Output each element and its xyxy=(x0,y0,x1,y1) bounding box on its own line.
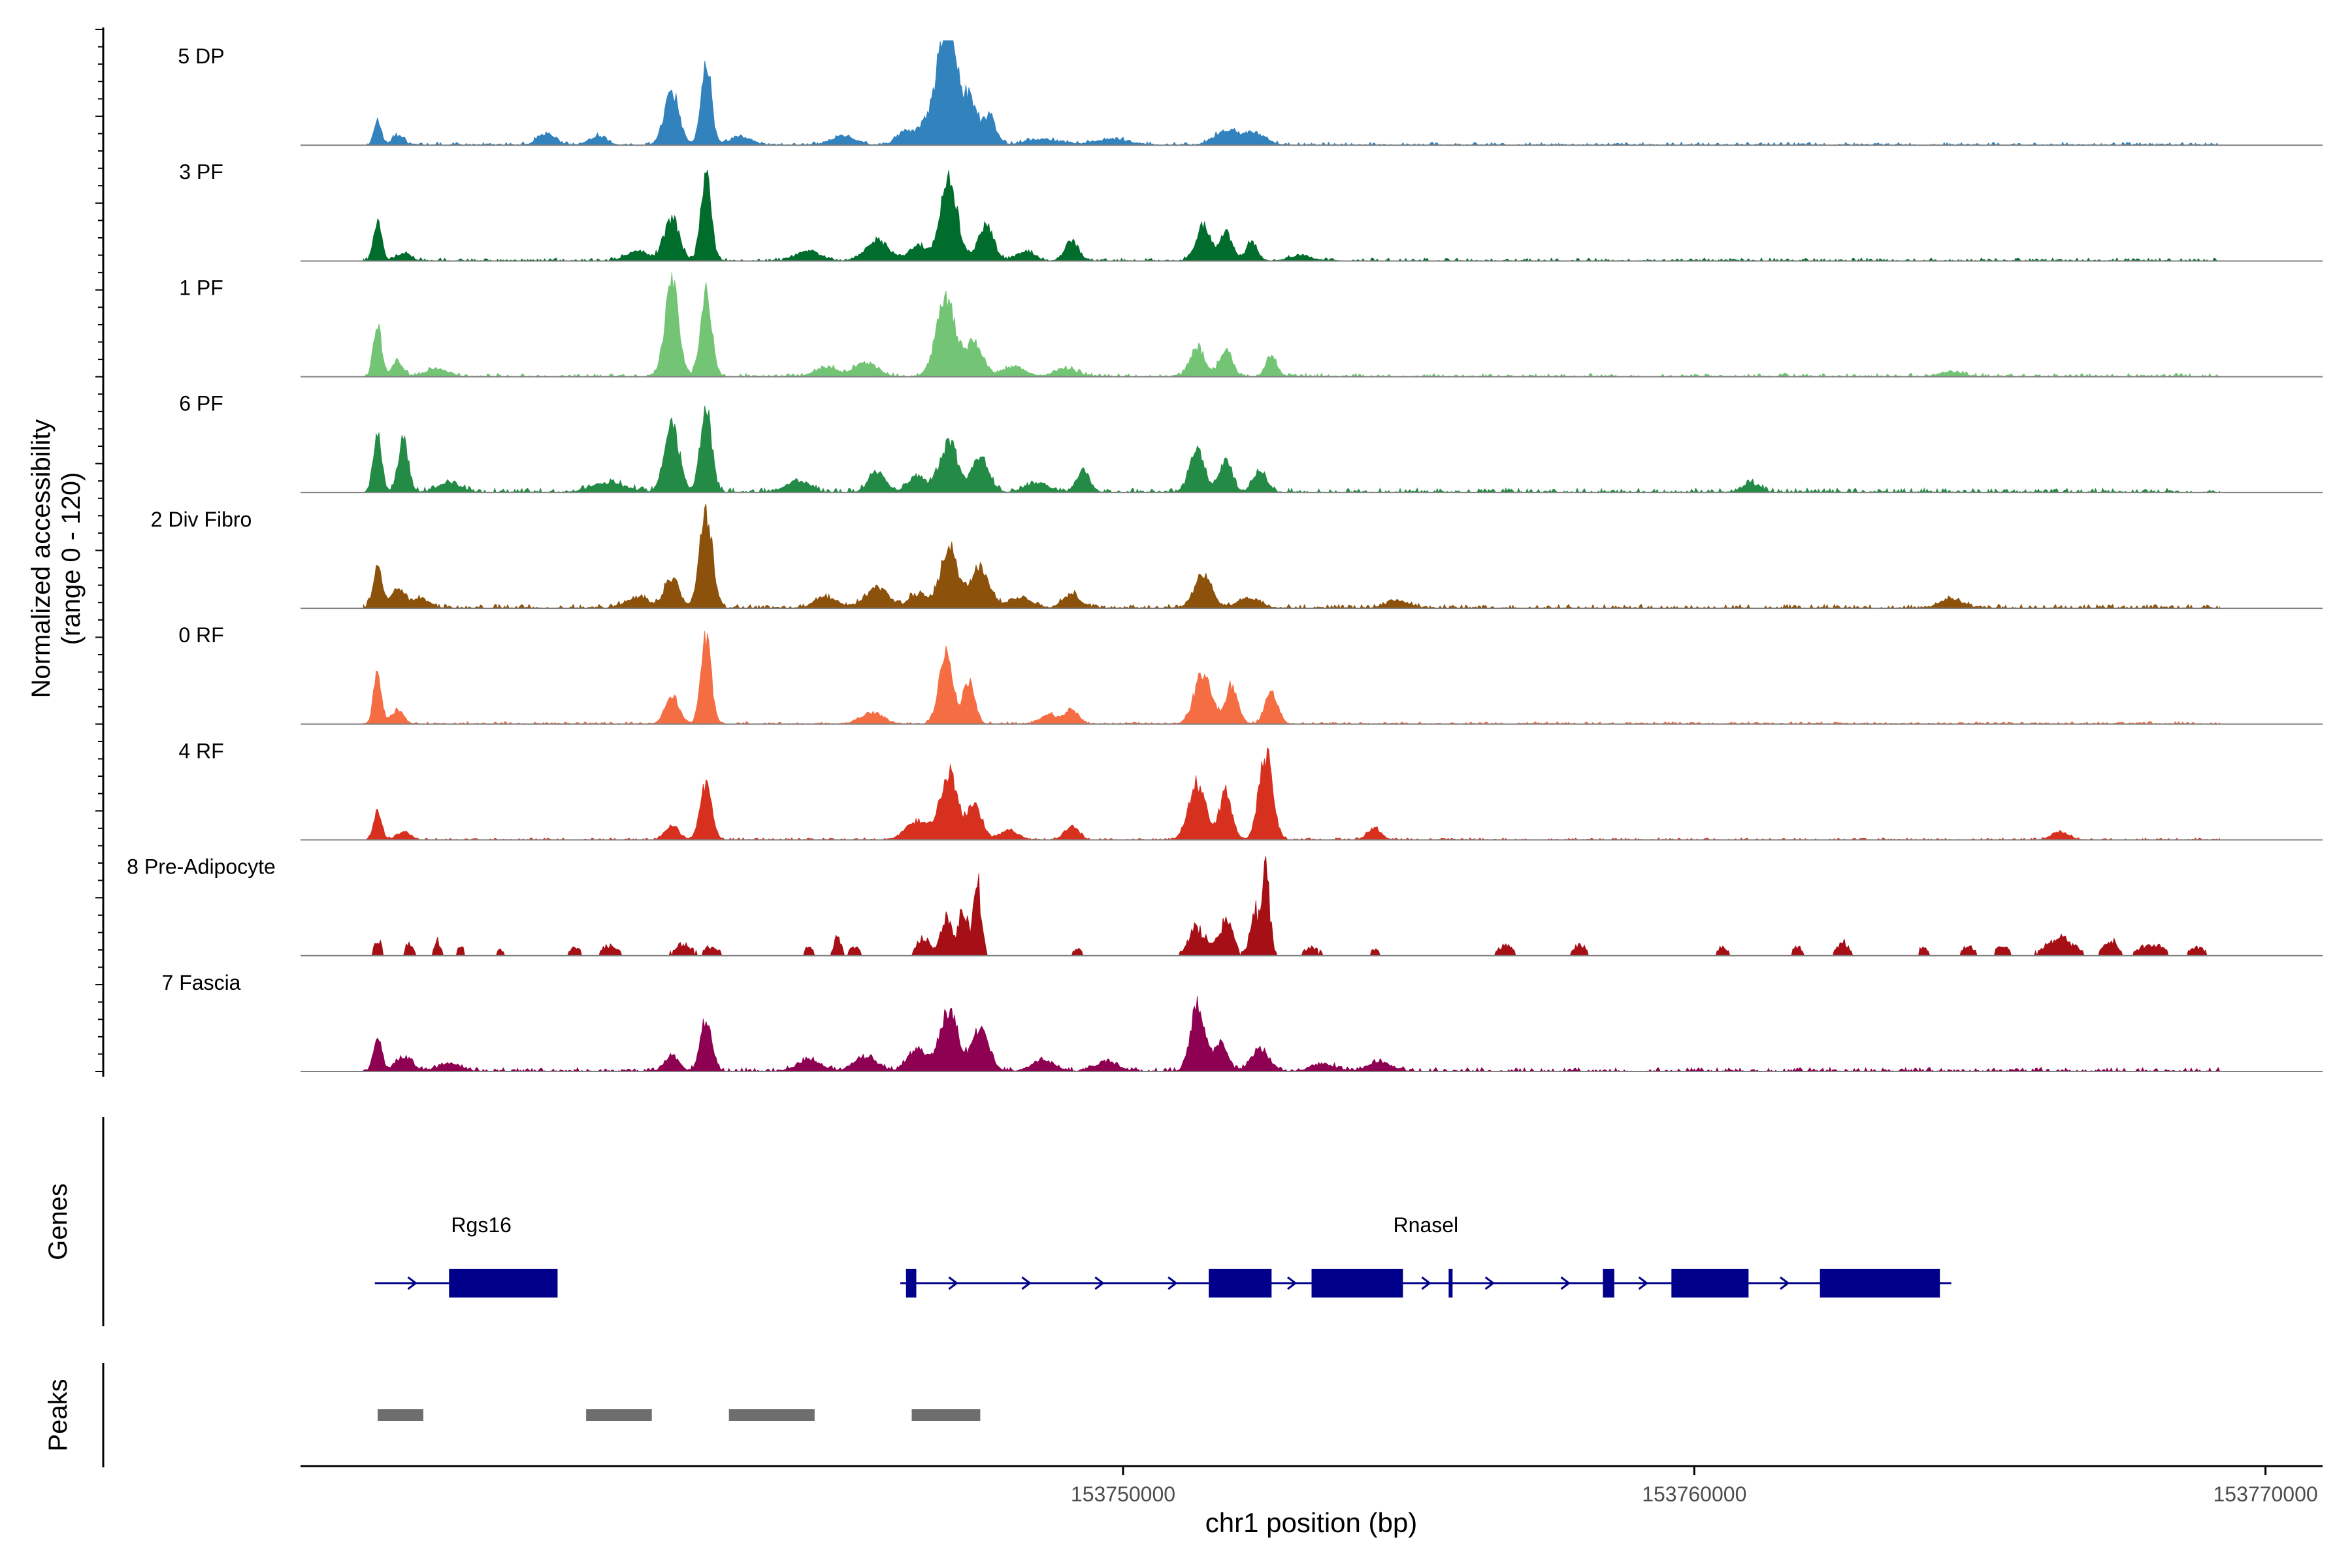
track-6-pf: 6 PF xyxy=(179,392,2323,494)
strand-arrow-icon xyxy=(1484,1276,1495,1290)
track-label: 7 Fascia xyxy=(162,971,241,994)
track-5-dp: 5 DP xyxy=(178,40,2323,146)
track-label: 3 PF xyxy=(179,160,223,184)
track-1-pf: 1 PF xyxy=(179,272,2323,378)
gene-exon xyxy=(1311,1269,1403,1298)
gene-exon xyxy=(1603,1269,1614,1298)
gene-exon xyxy=(1671,1269,1749,1298)
strand-arrow-icon xyxy=(1021,1276,1032,1290)
strand-arrow-icon xyxy=(1094,1276,1105,1290)
track-4-rf: 4 RF xyxy=(178,739,2323,841)
coverage-area-3-pf xyxy=(363,169,2220,262)
track-label: 8 Pre-Adipocyte xyxy=(127,855,276,879)
gene-rgs16: Rgs16 xyxy=(374,1213,558,1298)
coverage-area-1-pf xyxy=(363,272,2220,378)
coverage-area-4-rf xyxy=(363,747,2220,841)
gene-exon xyxy=(449,1269,558,1298)
gene-label: Rgs16 xyxy=(451,1213,512,1237)
track-label: 5 DP xyxy=(178,44,224,68)
gene-exon xyxy=(1209,1269,1272,1298)
gene-rnasel: Rnasel xyxy=(900,1213,1952,1298)
strand-arrow-icon xyxy=(1287,1276,1298,1290)
gene-annotations: Rgs16 Rnasel xyxy=(374,1213,1952,1298)
track-label: 4 RF xyxy=(178,739,223,762)
coverage-area-5-dp xyxy=(363,40,2220,146)
strand-arrow-icon xyxy=(1780,1276,1790,1290)
gene-label: Rnasel xyxy=(1394,1213,1459,1237)
peak-region xyxy=(911,1409,981,1421)
strand-arrow-icon xyxy=(1421,1276,1431,1290)
coverage-area-2-div-fibro xyxy=(363,503,2220,610)
strand-arrow-icon xyxy=(1638,1276,1649,1290)
coverage-area-6-pf xyxy=(363,406,2220,494)
coverage-area-0-rf xyxy=(363,630,2220,725)
gene-exon xyxy=(906,1269,917,1298)
gene-exon xyxy=(1820,1269,1940,1298)
track-2-div-fibro: 2 Div Fibro xyxy=(151,503,2323,610)
strand-arrow-icon xyxy=(948,1276,958,1290)
genes-panel-label: Genes xyxy=(44,1183,73,1260)
y-axis xyxy=(95,27,105,1077)
strand-arrow-icon xyxy=(407,1276,417,1290)
x-tick-label: 153750000 xyxy=(1071,1482,1175,1506)
coverage-tracks: 5 DP 3 PF 1 PF 6 PF 2 Div Fibro 0 RF 4 RF 8 Pre… xyxy=(127,40,2323,1072)
track-7-fascia: 7 Fascia xyxy=(162,971,2323,1072)
peak-region xyxy=(378,1409,423,1421)
track-8-pre-adipocyte: 8 Pre-Adipocyte xyxy=(127,855,2323,957)
x-tick-label: 153760000 xyxy=(1642,1482,1746,1506)
track-label: 6 PF xyxy=(179,392,223,416)
track-label: 2 Div Fibro xyxy=(151,508,252,531)
peak-region xyxy=(728,1409,815,1421)
y-axis-label-line1: Normalized accessibility xyxy=(27,419,56,698)
track-3-pf: 3 PF xyxy=(179,160,2323,262)
x-axis: 153750000 153760000 153770000 xyxy=(301,1465,2323,1506)
strand-arrow-icon xyxy=(1560,1276,1571,1290)
gene-exon xyxy=(1448,1269,1453,1298)
track-label: 1 PF xyxy=(179,276,223,299)
y-axis-label-line2: (range 0 - 120) xyxy=(57,472,86,645)
x-axis-label: chr1 position (bp) xyxy=(1205,1507,1418,1538)
x-tick-label: 153770000 xyxy=(2213,1482,2317,1506)
peak-region xyxy=(586,1409,652,1421)
coverage-area-7-fascia xyxy=(363,996,2221,1072)
track-label: 0 RF xyxy=(178,623,223,647)
peak-regions xyxy=(378,1409,981,1421)
strand-arrow-icon xyxy=(1168,1276,1178,1290)
track-0-rf: 0 RF xyxy=(178,623,2323,725)
peaks-panel-label: Peaks xyxy=(44,1379,73,1451)
coverage-area-8-pre-adipocyte xyxy=(363,856,2220,957)
